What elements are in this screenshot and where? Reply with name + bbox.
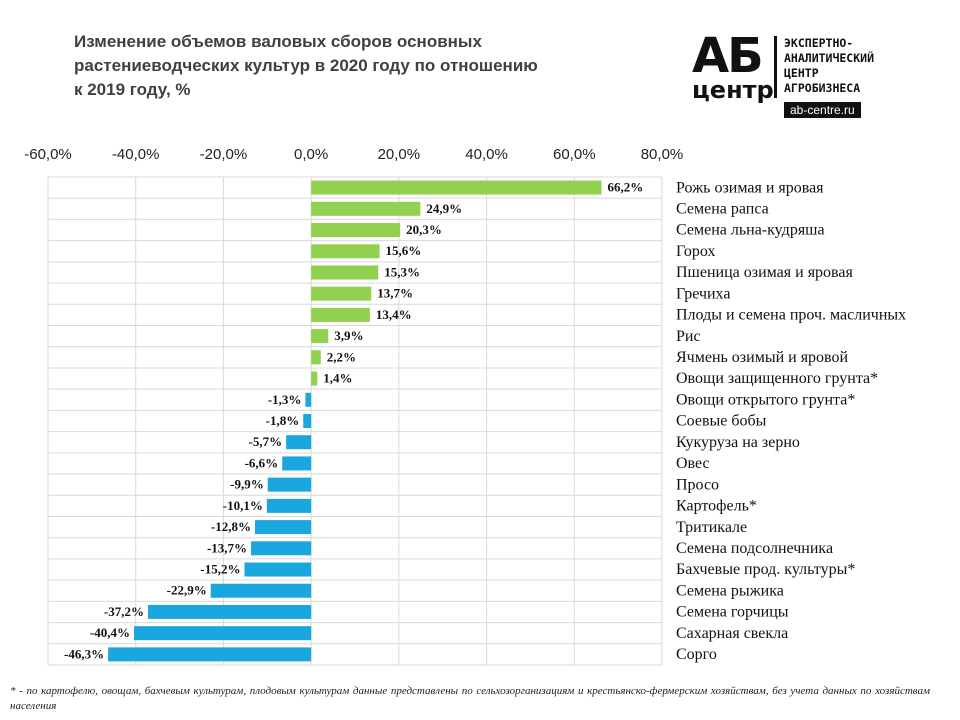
value-label: -22,9% [167,583,207,598]
logo-text: ЭКСПЕРТНО- АНАЛИТИЧЕСКИЙ ЦЕНТР АГРОБИЗНЕ… [784,36,874,96]
bar [255,520,312,535]
value-label: 3,9% [334,328,363,343]
value-label: -10,1% [223,498,263,513]
bar [311,329,329,344]
bar [311,265,379,280]
category-label: Сахарная свекла [676,625,788,642]
value-label: -15,2% [200,562,240,577]
x-tick-label: 20,0% [378,146,421,163]
value-label: 15,3% [384,264,420,279]
bar [282,456,312,471]
bar [251,541,312,556]
logo-line: ЦЕНТР [784,66,819,80]
x-tick-label: 60,0% [553,146,596,163]
bar [210,583,312,598]
bar [108,647,312,662]
category-label: Плоды и семена проч. масличных [676,307,906,324]
bar [133,626,312,641]
bar [311,223,401,238]
category-label: Тритикале [676,519,747,536]
bar [286,435,312,450]
logo-line: АГРОБИЗНЕСА [784,81,861,95]
x-tick-label: -60,0% [24,146,72,163]
category-label: Семена льна-кудряша [676,222,825,239]
value-label: 66,2% [607,180,643,195]
value-label: -37,2% [104,604,144,619]
value-label: -5,7% [249,434,283,449]
category-label: Семена рапса [676,200,769,217]
value-label: -12,8% [211,519,251,534]
bar [266,498,312,513]
value-label: -46,3% [64,646,104,661]
category-label: Семена подсолнечника [676,540,833,557]
bar [311,201,421,216]
bar [244,562,312,577]
category-label: Рожь озимая и яровая [676,179,824,196]
category-label: Кукуруза на зерно [676,434,800,451]
category-label: Ячмень озимый и яровой [676,349,848,366]
logo-sub: центр [692,76,774,104]
value-label: 2,2% [327,349,356,364]
logo-mark: АБ [692,28,764,84]
logo-line: АНАЛИТИЧЕСКИЙ [784,51,875,65]
bar [311,371,318,386]
category-label: Сорго [676,646,717,663]
bar [311,180,602,195]
value-label: -40,4% [90,625,130,640]
bar [311,350,321,365]
x-tick-label: 0,0% [294,146,328,163]
x-tick-label: 40,0% [465,146,508,163]
value-label: -6,6% [245,455,279,470]
bar [311,307,370,322]
value-label: -13,7% [207,540,247,555]
value-label: 20,3% [406,222,442,237]
bar [267,477,312,492]
category-label: Овощи открытого грунта* [676,391,855,408]
logo: АБ центр ЭКСПЕРТНО- АНАЛИТИЧЕСКИЙ ЦЕНТР … [690,28,940,124]
category-label: Рис [676,328,701,345]
value-label: 13,7% [377,286,413,301]
category-label: Семена рыжика [676,582,784,599]
category-label: Семена горчицы [676,604,789,621]
logo-url: ab-centre.ru [784,102,861,118]
chart-title: Изменение объемов валовых сборов основны… [74,32,538,99]
bar [303,413,312,429]
bar [311,286,372,301]
value-label: 13,4% [376,307,412,322]
value-label: -1,3% [268,392,302,407]
category-label: Гречиха [676,285,730,302]
category-label: Овес [676,455,710,472]
value-label: -9,9% [230,477,264,492]
value-label: -1,8% [266,413,300,428]
bar [305,392,312,407]
category-label: Соевые бобы [676,413,767,430]
value-label: 24,9% [426,201,462,216]
value-label: 1,4% [323,371,352,386]
category-label: Овощи защищенного грунта* [676,370,878,387]
x-tick-label: -20,0% [200,146,248,163]
x-tick-label: -40,0% [112,146,160,163]
category-label: Горох [676,243,715,260]
category-label: Просо [676,476,719,493]
bar [311,244,380,259]
value-label: 15,6% [386,243,422,258]
category-label: Бахчевые прод. культуры* [676,561,855,578]
x-tick-label: 80,0% [641,146,684,163]
category-label: Картофель* [676,498,757,515]
logo-bar [774,36,777,98]
logo-line: ЭКСПЕРТНО- [784,36,854,50]
bar [147,604,312,619]
category-label: Пшеница озимая и яровая [676,264,853,281]
footnote: * - по картофелю, овощам, бахчевым культ… [10,685,930,712]
